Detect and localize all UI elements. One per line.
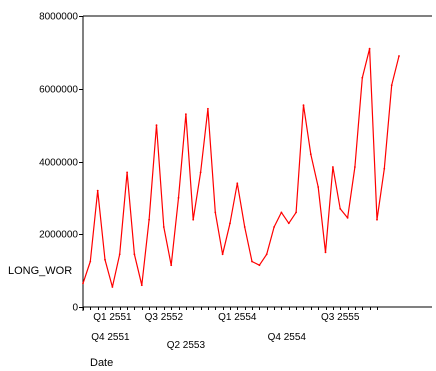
- data-point: [111, 286, 114, 288]
- y-axis: 0 2000000 4000000 6000000 8000000: [39, 12, 83, 314]
- data-point: [185, 113, 187, 116]
- x-tick-label: Q1 2554: [218, 312, 257, 323]
- x-tick-label: Q4 2551: [91, 332, 130, 343]
- data-point: [155, 124, 158, 126]
- data-point: [368, 47, 371, 50]
- data-point: [339, 207, 342, 210]
- data-point: [214, 211, 217, 214]
- data-point: [390, 84, 393, 86]
- data-point: [96, 189, 99, 192]
- data-point: [324, 251, 327, 254]
- data-point: [273, 226, 275, 228]
- series-line: [82, 48, 400, 288]
- y-tick-label: 4000000: [39, 158, 78, 169]
- x-tick-label: Q3 2552: [145, 312, 184, 323]
- y-tick-label: 8000000: [39, 12, 78, 23]
- data-point: [199, 171, 202, 174]
- data-point: [133, 253, 136, 256]
- data-point: [82, 282, 84, 285]
- series-layer: [82, 47, 400, 288]
- data-point: [192, 218, 195, 221]
- data-point: [243, 226, 246, 228]
- data-point: [140, 284, 143, 287]
- data-point: [383, 167, 386, 170]
- y-tick-label: 2000000: [39, 230, 78, 241]
- data-point: [221, 253, 224, 256]
- data-point: [236, 182, 239, 185]
- data-point: [118, 253, 121, 256]
- data-point: [361, 76, 364, 79]
- data-point: [332, 166, 334, 168]
- data-point: [376, 218, 378, 221]
- data-point: [207, 107, 209, 110]
- data-point: [317, 186, 320, 188]
- data-point: [398, 55, 400, 57]
- data-point: [309, 153, 312, 156]
- data-point: [126, 171, 128, 174]
- data-point: [287, 222, 290, 225]
- data-point: [280, 211, 283, 214]
- data-point: [89, 260, 92, 263]
- x-tick-label: Q2 2553: [167, 340, 206, 351]
- x-tick-label: Q4 2554: [268, 332, 307, 343]
- data-point: [302, 104, 305, 106]
- data-point: [354, 166, 356, 168]
- x-tick-label: Q1 2551: [93, 312, 132, 323]
- data-point: [258, 264, 261, 267]
- x-axis: Q1 2551 Q4 2551 Q3 2552 Q2 2553 Q1 2554 Q4 25…: [83, 307, 378, 351]
- data-point: [177, 197, 180, 199]
- data-point: [162, 226, 165, 228]
- data-point: [346, 217, 349, 219]
- x-axis-title: Date: [90, 357, 113, 369]
- y-tick-label: 6000000: [39, 85, 78, 96]
- y-tick-label: 0: [72, 303, 78, 314]
- data-point: [229, 222, 231, 225]
- x-tick-label: Q3 2555: [321, 312, 360, 323]
- plot-frame: [82, 15, 432, 311]
- data-point: [148, 218, 151, 221]
- data-point: [170, 264, 173, 267]
- data-point: [104, 258, 106, 261]
- data-point: [265, 253, 268, 256]
- data-point: [251, 260, 253, 263]
- data-point: [295, 211, 297, 214]
- y-axis-title: LONG_WOR: [8, 265, 72, 277]
